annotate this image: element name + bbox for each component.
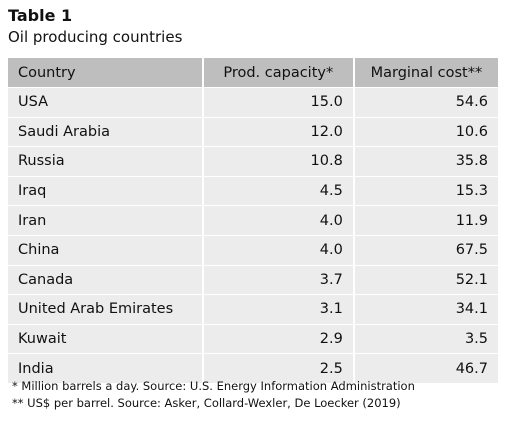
- capacity-cell: 4.5: [203, 175, 353, 206]
- table-label: Table 1: [8, 6, 73, 25]
- footnote-cost: ** US$ per barrel. Source: Asker, Collar…: [12, 396, 401, 410]
- table-header-row: Country Prod. capacity* Marginal cost**: [8, 58, 498, 87]
- country-cell: India: [8, 353, 202, 383]
- country-cell: Canada: [8, 264, 202, 295]
- capacity-cell: 3.7: [203, 264, 353, 295]
- cost-cell: 35.8: [354, 146, 498, 176]
- header-country: Country: [8, 58, 202, 87]
- cost-cell: 52.1: [354, 264, 498, 295]
- footnote-capacity: * Million barrels a day. Source: U.S. En…: [12, 379, 415, 393]
- table-row: United Arab Emirates 3.1 34.1: [8, 294, 498, 324]
- table-footnotes: * Million barrels a day. Source: U.S. En…: [12, 378, 415, 412]
- country-cell: United Arab Emirates: [8, 294, 202, 324]
- cost-cell: 10.6: [354, 116, 498, 147]
- table-row: USA 15.0 54.6: [8, 87, 498, 117]
- capacity-cell: 2.9: [203, 323, 353, 354]
- country-cell: Iraq: [8, 175, 202, 206]
- country-cell: Kuwait: [8, 323, 202, 354]
- header-prod-capacity: Prod. capacity*: [203, 58, 353, 87]
- country-cell: Saudi Arabia: [8, 116, 202, 147]
- capacity-cell: 15.0: [203, 87, 353, 117]
- cost-cell: 15.3: [354, 175, 498, 206]
- table-row: Iran 4.0 11.9: [8, 205, 498, 235]
- oil-producers-table: Country Prod. capacity* Marginal cost** …: [6, 58, 500, 383]
- table-row: Kuwait 2.9 3.5: [8, 323, 498, 354]
- cost-cell: 54.6: [354, 87, 498, 117]
- country-cell: Russia: [8, 146, 202, 176]
- table-row: India 2.5 46.7: [8, 353, 498, 383]
- capacity-cell: 12.0: [203, 116, 353, 147]
- table-row: Russia 10.8 35.8: [8, 146, 498, 176]
- capacity-cell: 2.5: [203, 353, 353, 383]
- capacity-cell: 4.0: [203, 234, 353, 265]
- table-row: Canada 3.7 52.1: [8, 264, 498, 295]
- country-cell: Iran: [8, 205, 202, 235]
- table-caption: Table 1 Oil producing countries: [8, 6, 182, 47]
- capacity-cell: 4.0: [203, 205, 353, 235]
- table-row: China 4.0 67.5: [8, 234, 498, 265]
- header-marginal-cost: Marginal cost**: [354, 58, 498, 87]
- capacity-cell: 3.1: [203, 294, 353, 324]
- cost-cell: 67.5: [354, 234, 498, 265]
- cost-cell: 3.5: [354, 323, 498, 354]
- country-cell: China: [8, 234, 202, 265]
- country-cell: USA: [8, 87, 202, 117]
- cost-cell: 11.9: [354, 205, 498, 235]
- cost-cell: 46.7: [354, 353, 498, 383]
- capacity-cell: 10.8: [203, 146, 353, 176]
- table-row: Iraq 4.5 15.3: [8, 175, 498, 206]
- table-row: Saudi Arabia 12.0 10.6: [8, 116, 498, 147]
- table-title: Oil producing countries: [8, 28, 183, 46]
- cost-cell: 34.1: [354, 294, 498, 324]
